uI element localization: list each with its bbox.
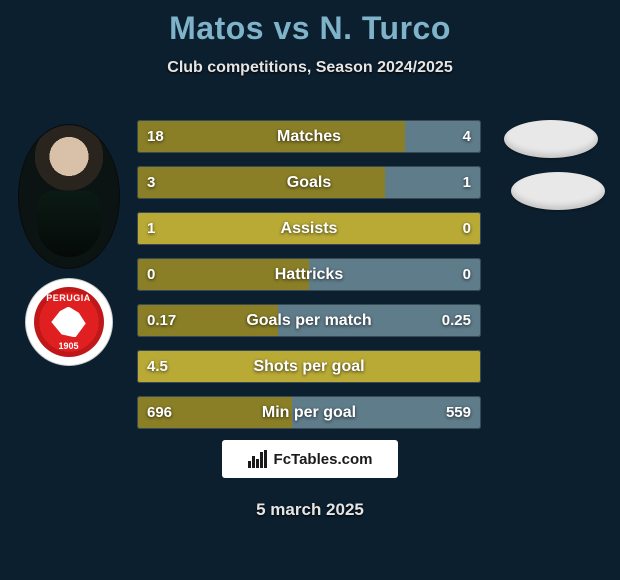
stat-label: Matches <box>137 120 481 153</box>
brand-logo: FcTables.com <box>222 440 398 478</box>
stat-label: Shots per goal <box>137 350 481 383</box>
date-text: 5 march 2025 <box>0 500 620 520</box>
brand-bars-icon <box>248 450 268 468</box>
right-column <box>481 120 620 210</box>
subtitle: Club competitions, Season 2024/2025 <box>0 59 620 77</box>
stat-label: Goals <box>137 166 481 199</box>
club-badge: PERUGIA 1905 <box>26 279 112 365</box>
stat-value-right: 4 <box>463 120 471 153</box>
stat-rows: Matches184Goals31Assists10Hattricks00Goa… <box>137 120 481 442</box>
team-logo-placeholder <box>504 120 598 158</box>
stat-label: Goals per match <box>137 304 481 337</box>
badge-name: PERUGIA <box>26 293 112 303</box>
stat-row: Hattricks0 0 <box>137 258 481 291</box>
stat-value-left: 0.17 <box>147 304 176 337</box>
stat-row: Goals3 1 <box>137 166 481 199</box>
stat-row: Shots per goal4.5 <box>137 350 481 383</box>
stat-row: Min per goal696 559 <box>137 396 481 429</box>
stat-row: Assists1 0 <box>137 212 481 245</box>
brand-text: FcTables.com <box>274 451 373 468</box>
stat-label: Hattricks <box>137 258 481 291</box>
stat-value-right: 559 <box>446 396 471 429</box>
badge-year: 1905 <box>26 341 112 351</box>
stat-label: Min per goal <box>137 396 481 429</box>
stat-value-left: 0 <box>147 258 155 291</box>
stat-value-left: 4.5 <box>147 350 168 383</box>
stat-value-left: 18 <box>147 120 164 153</box>
stat-label: Assists <box>137 212 481 245</box>
stat-value-right: 0 <box>463 212 471 245</box>
team-logo-placeholder <box>511 172 605 210</box>
stat-value-right: 0.25 <box>442 304 471 337</box>
stat-row: Goals per match0.17 0.25 <box>137 304 481 337</box>
stat-value-left: 1 <box>147 212 155 245</box>
stat-value-right: 1 <box>463 166 471 199</box>
stat-row: Matches18 4 <box>137 120 481 153</box>
page-title: Matos vs N. Turco <box>0 0 620 47</box>
stat-value-right: 0 <box>463 258 471 291</box>
stat-value-left: 696 <box>147 396 172 429</box>
player-photo <box>18 124 120 269</box>
stat-value-left: 3 <box>147 166 155 199</box>
left-column: PERUGIA 1905 <box>0 120 137 365</box>
comparison-card: Matos vs N. Turco Club competitions, Sea… <box>0 0 620 580</box>
